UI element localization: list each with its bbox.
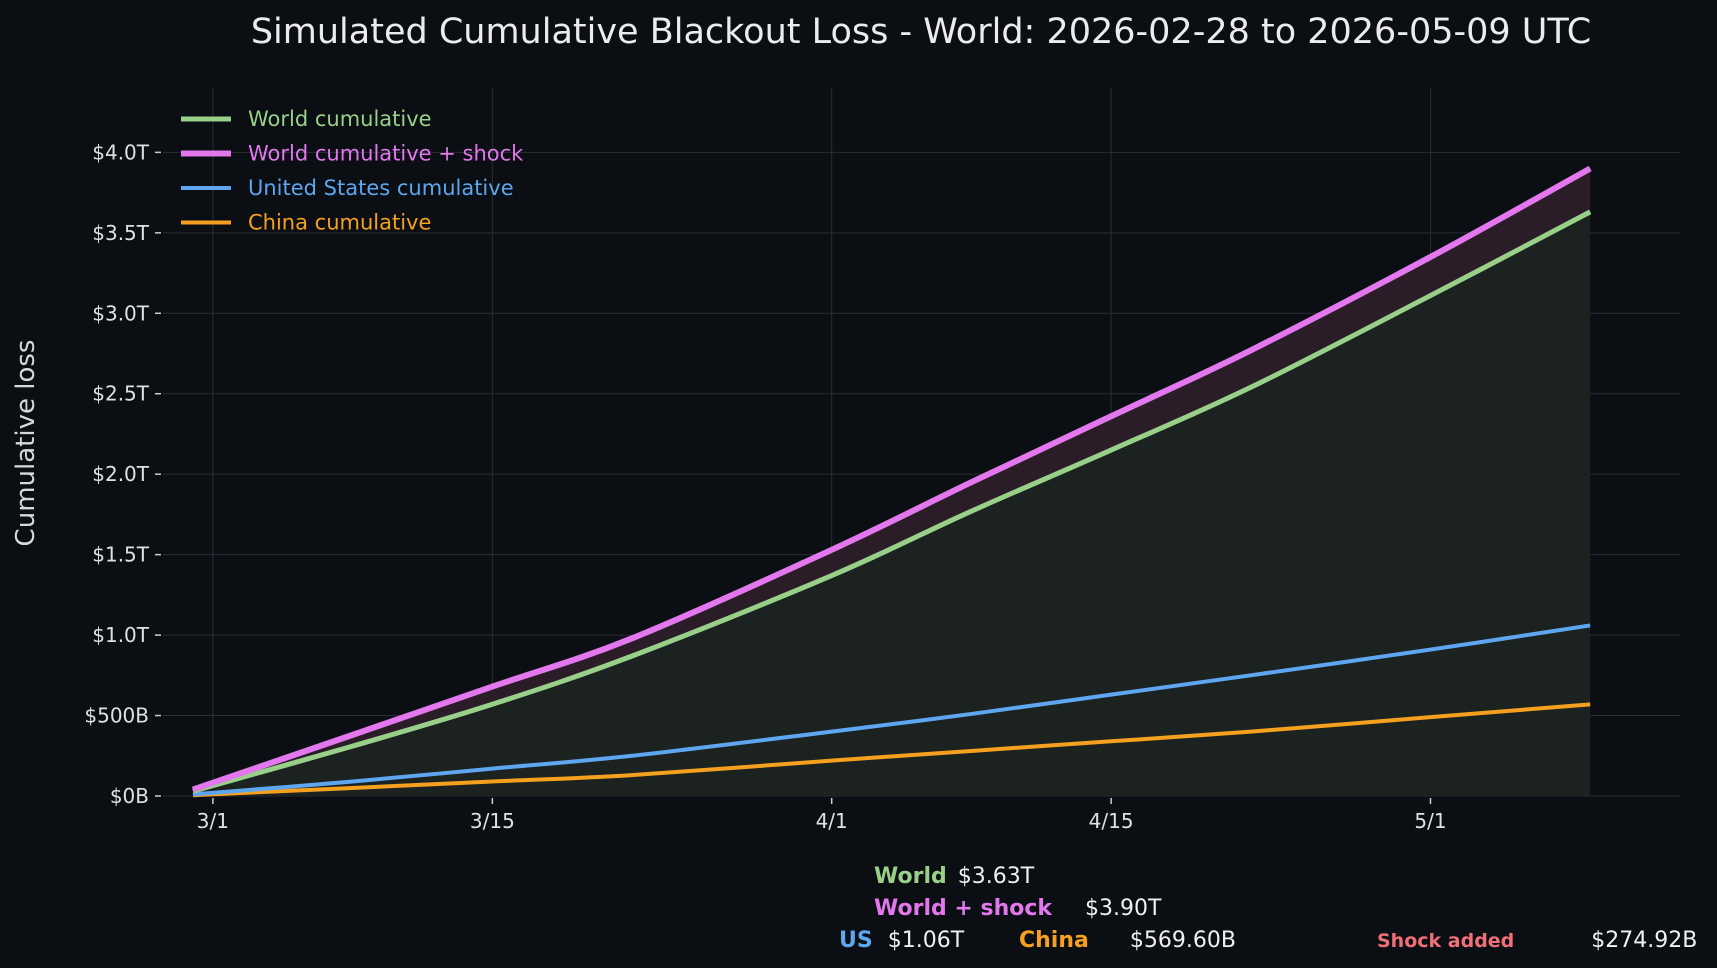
legend-us-label: United States cumulative [248,176,514,200]
legend-china-label: China cumulative [248,211,431,235]
summary-china-label: China [1019,928,1089,953]
x-tick-label: 4/1 [816,809,848,833]
x-tick-label: 4/15 [1089,809,1134,833]
world-shock-line [191,165,1592,793]
y-tick-label: $3.5T [92,221,150,245]
summary-us-value: $1.06T [887,928,965,953]
y-tick-label: $3.0T [92,301,150,325]
y-tick-label: $2.0T [92,462,150,486]
y-tick-label: $4.0T [92,140,150,164]
axes: $0B $500B $1.0T $1.5T $2.0T $2.5T $3.0T $3.5T $4… [84,140,1446,833]
china-cumulative-line [192,702,1591,798]
legend-world-shock-label: World cumulative + shock [248,142,524,166]
world-area-fill [192,211,1591,796]
y-tick-label: $500B [84,704,149,728]
summary-world-value: $3.63T [957,864,1035,889]
summary-world-label: World [874,864,947,889]
summary-shock-value: $274.92B [1591,928,1698,953]
summary-china: China $569.60B [1019,928,1236,953]
x-tick-label: 5/1 [1414,809,1446,833]
chart-title: Simulated Cumulative Blackout Loss - Wor… [251,12,1591,52]
summary-world-shock-label: World + shock [874,896,1053,921]
y-axis-label: Cumulative loss [11,340,41,547]
summary-world-shock: World + shock $3.90T [874,896,1161,921]
y-tick-label: $1.5T [92,543,150,567]
legend-world-label: World cumulative [248,107,432,131]
summary-shock: Shock added $274.92B [1377,928,1697,953]
summary-us-label: US [839,928,873,953]
summary-world-shock-value: $3.90T [1085,896,1162,921]
world-cumulative-line [192,209,1592,794]
x-tick-label: 3/1 [197,809,229,833]
y-tick-label: $1.0T [92,623,150,647]
legend: World cumulative World cumulative + shock… [181,107,524,235]
us-cumulative-line [192,623,1591,797]
area-fills [192,168,1591,796]
summary-china-value: $569.60B [1129,928,1236,953]
x-tick-label: 3/15 [470,809,515,833]
series-lines [191,165,1592,798]
summary-shock-label: Shock added [1377,930,1515,952]
y-tick-label: $0B [110,784,149,808]
y-tick-label: $2.5T [92,382,150,406]
summary-world: World $3.63T [874,864,1034,889]
summary-us: US $1.06T [839,928,964,953]
